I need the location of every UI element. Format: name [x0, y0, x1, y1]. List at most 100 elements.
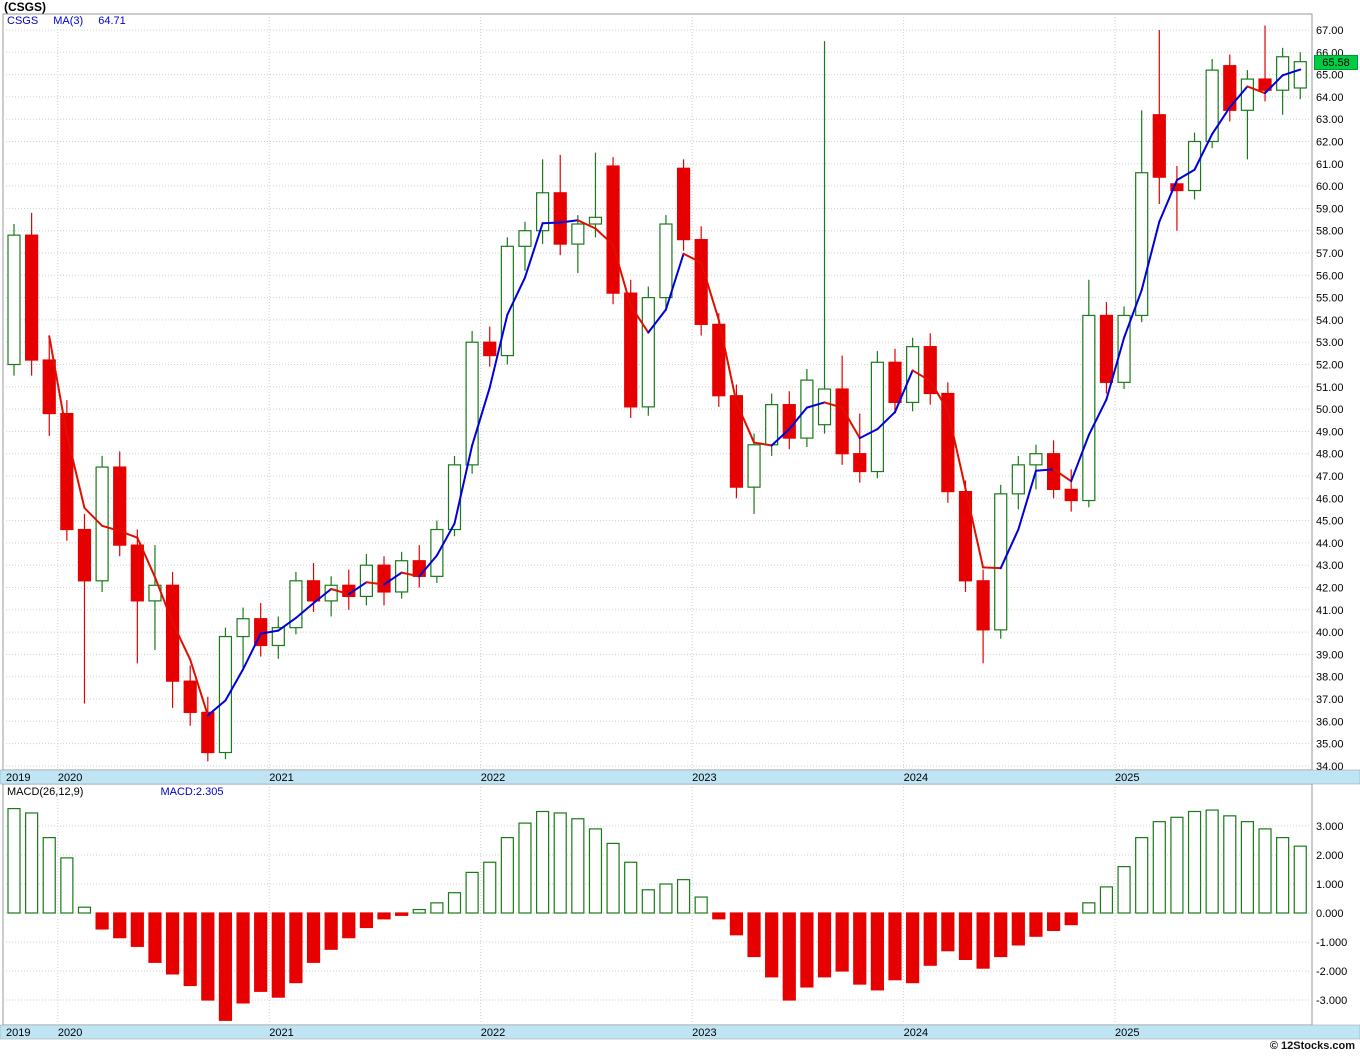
macd-bar — [1240, 821, 1255, 914]
candle-body — [676, 167, 691, 241]
price-tick-label: 39.00 — [1316, 649, 1344, 661]
ma-line-segment — [823, 401, 844, 409]
macd-bar — [130, 912, 144, 947]
price-tick-label: 36.00 — [1316, 716, 1344, 728]
candle-body — [1029, 453, 1043, 466]
ma-line-segment — [717, 318, 738, 404]
ma-line-segment — [1052, 468, 1073, 483]
ma-line-segment — [541, 221, 562, 225]
ma-line-segment — [471, 386, 491, 447]
macd-bar — [624, 861, 638, 914]
macd-bar — [201, 912, 215, 1001]
price-tick-label: 49.00 — [1316, 426, 1344, 438]
candle-body — [588, 216, 603, 225]
price-tick-label: 35.00 — [1316, 739, 1344, 751]
year-label-top: 2024 — [904, 772, 928, 784]
ma-line-segment — [224, 668, 245, 702]
macd-bar — [271, 912, 285, 998]
candle-body — [941, 392, 955, 493]
price-tick-label: 50.00 — [1316, 404, 1344, 416]
price-tick-label: 47.00 — [1316, 471, 1344, 483]
candle-body — [659, 223, 673, 299]
macd-bar — [747, 912, 761, 958]
ma-line-segment — [841, 406, 861, 440]
candle-body — [412, 560, 426, 577]
price-tick-label: 67.00 — [1316, 25, 1344, 37]
price-tick-label: 63.00 — [1316, 114, 1344, 126]
ma-line-segment — [1158, 179, 1178, 223]
symbol-label: CSGS — [7, 15, 39, 27]
macd-bar — [1046, 912, 1061, 931]
candle-body — [976, 580, 990, 631]
candle-body — [1082, 314, 1096, 502]
year-band-top — [0, 769, 1360, 785]
macd-bar — [60, 857, 74, 914]
year-label-top: 2025 — [1115, 772, 1139, 784]
macd-tick-label: 1.000 — [1316, 879, 1344, 891]
ma-line-segment — [506, 276, 526, 316]
ma-line-segment — [153, 576, 174, 624]
macd-bar — [25, 812, 39, 914]
price-tick-label: 60.00 — [1316, 181, 1344, 193]
macd-bar — [976, 912, 990, 969]
macd-bar — [377, 912, 391, 920]
ma-line-segment — [1175, 168, 1196, 182]
candle-body — [42, 359, 56, 415]
ma-line-segment — [700, 261, 720, 321]
macd-bar — [1205, 809, 1219, 914]
macd-bar — [42, 836, 56, 914]
candle-body — [500, 245, 514, 357]
macd-tick-label: -2.000 — [1316, 966, 1347, 978]
ma-line-segment — [347, 581, 368, 596]
macd-bar — [571, 818, 585, 914]
candle-body — [765, 404, 779, 446]
ma-line-segment — [83, 506, 104, 527]
macd-bar — [1152, 821, 1166, 914]
ma-line-segment — [858, 428, 879, 440]
candle-body — [1223, 65, 1237, 111]
macd-bar — [7, 807, 21, 914]
year-label-top: 2019 — [6, 772, 30, 784]
macd-bar — [359, 912, 373, 929]
macd-bar — [1258, 828, 1272, 914]
year-label-top: 2023 — [692, 772, 716, 784]
price-tick-label: 34.00 — [1316, 761, 1344, 773]
price-tick-label: 64.00 — [1316, 92, 1344, 104]
year-label-bottom: 2022 — [481, 1027, 505, 1039]
ma-line-segment — [788, 406, 808, 431]
ma-line-segment — [805, 401, 826, 409]
ma-line-segment — [488, 313, 509, 389]
macd-bar — [395, 912, 409, 916]
macd-value-label: MACD:2.305 — [160, 786, 224, 798]
candle-body — [1064, 488, 1078, 502]
candle-body — [606, 165, 620, 294]
macd-bar — [183, 912, 197, 987]
ma-line-segment — [400, 571, 421, 578]
macd-bar — [817, 912, 832, 978]
price-tick-label: 51.00 — [1316, 382, 1344, 394]
macd-tick-label: 3.000 — [1316, 821, 1344, 833]
ma-line-segment — [1281, 68, 1302, 77]
macd-bar — [641, 889, 655, 914]
price-tick-label: 40.00 — [1316, 627, 1344, 639]
candle-body — [835, 388, 849, 455]
ma-line-segment — [1017, 469, 1037, 531]
ma-line-segment — [576, 219, 597, 230]
ma-line-segment — [1228, 85, 1249, 109]
year-label-bottom: 2020 — [58, 1027, 82, 1039]
price-tick-label: 54.00 — [1316, 315, 1344, 327]
candle-body — [1187, 140, 1202, 192]
macd-bar — [306, 912, 321, 963]
macd-bar — [500, 836, 514, 914]
candle-body — [1205, 69, 1219, 143]
ma-line-segment — [171, 621, 192, 661]
macd-bar — [782, 912, 796, 1001]
macd-bar — [958, 912, 973, 961]
ma-label: MA(3) — [53, 15, 84, 27]
macd-bar — [553, 812, 567, 914]
ma-line-segment — [1034, 468, 1055, 472]
candle-body — [518, 230, 532, 247]
macd-bar — [941, 912, 955, 952]
price-panel — [2, 13, 1313, 771]
ma-line-segment — [876, 411, 896, 431]
